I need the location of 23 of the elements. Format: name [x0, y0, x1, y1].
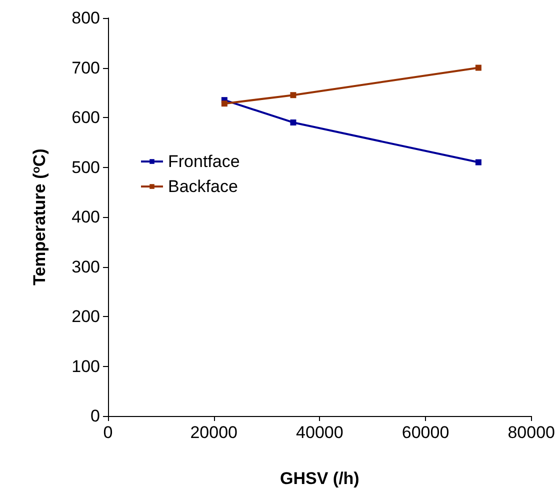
point	[475, 159, 482, 166]
y-tick-label: 700	[72, 58, 100, 78]
y-tick-label: 0	[90, 406, 100, 426]
point	[221, 100, 228, 107]
x-tick-label: 40000	[296, 423, 344, 442]
y-tick-label: 300	[72, 257, 100, 276]
y-tick-label: 600	[72, 108, 100, 127]
y-tick-label: 500	[72, 158, 100, 177]
x-tick-label: 0	[103, 423, 113, 442]
y-axis-title: Temperature (oC)	[30, 148, 49, 286]
x-tick-label: 80000	[508, 423, 556, 442]
point	[290, 92, 296, 98]
legend-label: Backface	[168, 177, 238, 196]
y-tick-label: 800	[72, 8, 100, 28]
y-tick-label: 200	[72, 307, 100, 326]
legend-label: Frontface	[168, 152, 240, 171]
x-tick-label: 20000	[190, 423, 238, 442]
x-axis-title: GHSV (/h)	[280, 469, 360, 488]
y-tick-label: 100	[72, 356, 100, 376]
y-tick-label: 400	[72, 208, 100, 226]
point	[475, 64, 482, 71]
point	[290, 119, 296, 126]
x-tick-label: 60000	[402, 423, 450, 442]
